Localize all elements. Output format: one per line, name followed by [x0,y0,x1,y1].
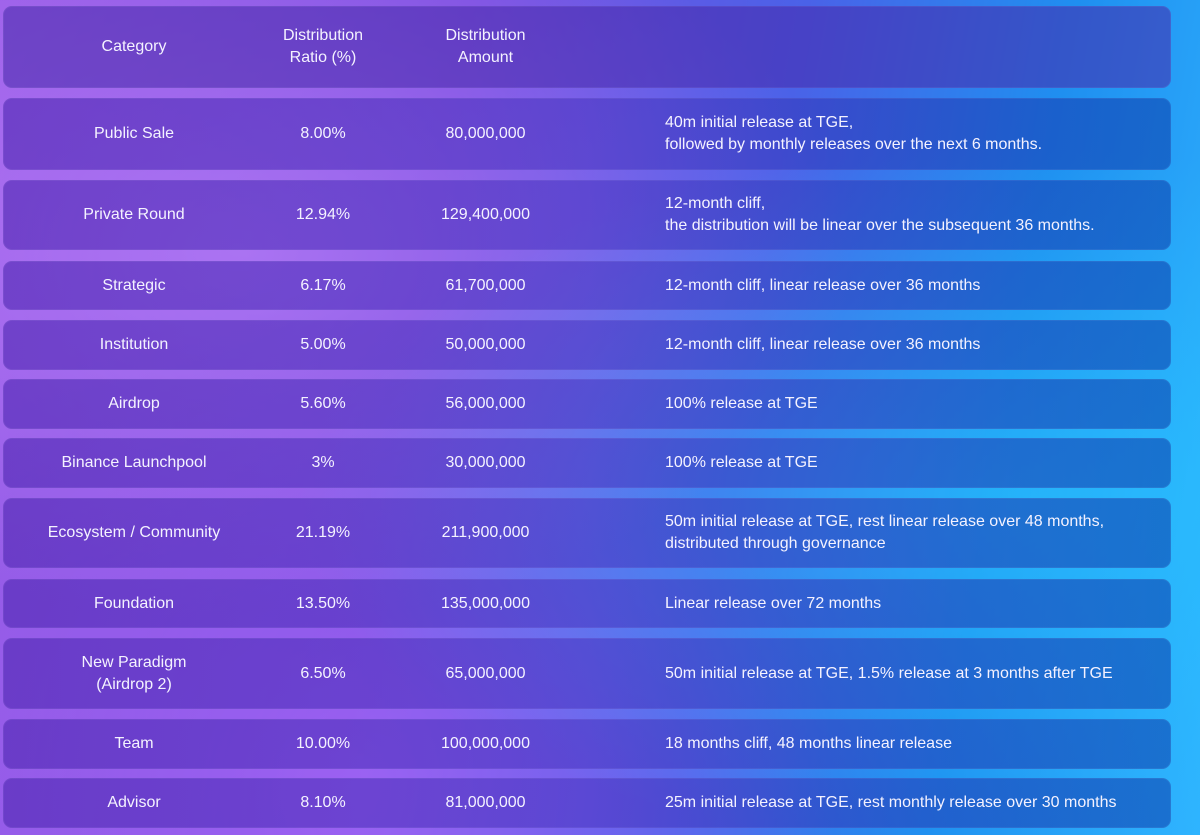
notes-cell: 12-month cliff, linear release over 36 m… [665,336,981,353]
ratio-cell: 13.50% [295,594,351,612]
ratio-cell: 6.50% [300,664,346,682]
table-row: Strategic 6.17% 61,700,000 12-month cliff, … [3,261,1171,310]
category-cell: Ecosystem / Community [47,524,221,541]
amount-cell: 80,000,000 [445,125,526,142]
notes-cell: 100% release at TGE [665,454,818,471]
category-cell: Team [114,735,154,752]
table-row: Institution 5.00% 50,000,000 12-month cliff… [3,320,1171,370]
ratio-cell: 12.94% [295,206,351,223]
table-row: New Paradigm (Airdrop 2) 6.50% 65,000,000 5… [3,638,1171,709]
ratio-cell: 3% [311,454,335,471]
category-cell: Institution [99,336,169,353]
category-cell: Advisor [107,794,161,811]
category-cell: Foundation [93,594,175,612]
category-cell: Public Sale [93,125,175,142]
table-row: Public Sale 8.00% 80,000,000 40m initial re… [3,98,1171,170]
notes-cell: 40m initial release at TGE, followed by … [665,114,1043,153]
category-cell: Binance Launchpool [61,454,207,471]
table-header: Category Distribution Ratio (%) Distribu… [3,6,1171,88]
table-row: Foundation 13.50% 135,000,000 Linear releas… [3,579,1171,628]
notes-cell: Linear release over 72 months [665,594,882,612]
amount-cell: 61,700,000 [445,276,526,294]
table-row: Airdrop 5.60% 56,000,000 100% release at TG… [3,379,1171,429]
table-row: Private Round 12.94% 129,400,000 12-month c… [3,180,1171,250]
table-row: Ecosystem / Community 21.19% 211,900,000 50… [3,498,1171,568]
notes-cell: 50m initial release at TGE, 1.5% release… [665,664,1113,682]
ratio-cell: 8.10% [300,794,346,811]
amount-cell: 100,000,000 [441,735,530,752]
header-amount: Distribution Amount [445,27,526,66]
amount-cell: 56,000,000 [445,395,526,412]
ratio-cell: 10.00% [295,735,351,752]
notes-cell: 12-month cliff, linear release over 36 m… [665,276,981,294]
notes-cell: 18 months cliff, 48 months linear releas… [665,735,952,752]
amount-cell: 65,000,000 [445,664,526,682]
amount-cell: 211,900,000 [441,524,530,541]
ratio-cell: 5.00% [300,336,346,353]
header-category: Category [101,38,167,55]
category-cell: Strategic [102,276,166,294]
category-cell: New Paradigm (Airdrop 2) [81,653,187,693]
amount-cell: 129,400,000 [441,206,530,223]
header-ratio: Distribution Ratio (%) [282,27,364,66]
ratio-cell: 21.19% [295,524,351,541]
notes-cell: 50m initial release at TGE, rest linear … [665,513,1105,552]
amount-cell: 30,000,000 [445,454,526,471]
category-cell: Airdrop [108,395,160,412]
amount-cell: 135,000,000 [441,594,530,612]
table-row: Team 10.00% 100,000,000 18 months cliff, 48… [3,719,1171,769]
amount-cell: 81,000,000 [445,794,526,811]
ratio-cell: 6.17% [300,276,346,294]
table-row: Binance Launchpool 3% 30,000,000 100% relea… [3,438,1171,488]
ratio-cell: 8.00% [300,125,346,142]
amount-cell: 50,000,000 [445,336,526,353]
notes-cell: 12-month cliff, the distribution will be… [665,195,1095,234]
notes-cell: 25m initial release at TGE, rest monthly… [665,794,1117,811]
notes-cell: 100% release at TGE [665,395,818,412]
category-cell: Private Round [83,206,185,223]
ratio-cell: 5.60% [300,395,346,412]
table-row: Advisor 8.10% 81,000,000 25m initial releas… [3,778,1171,828]
